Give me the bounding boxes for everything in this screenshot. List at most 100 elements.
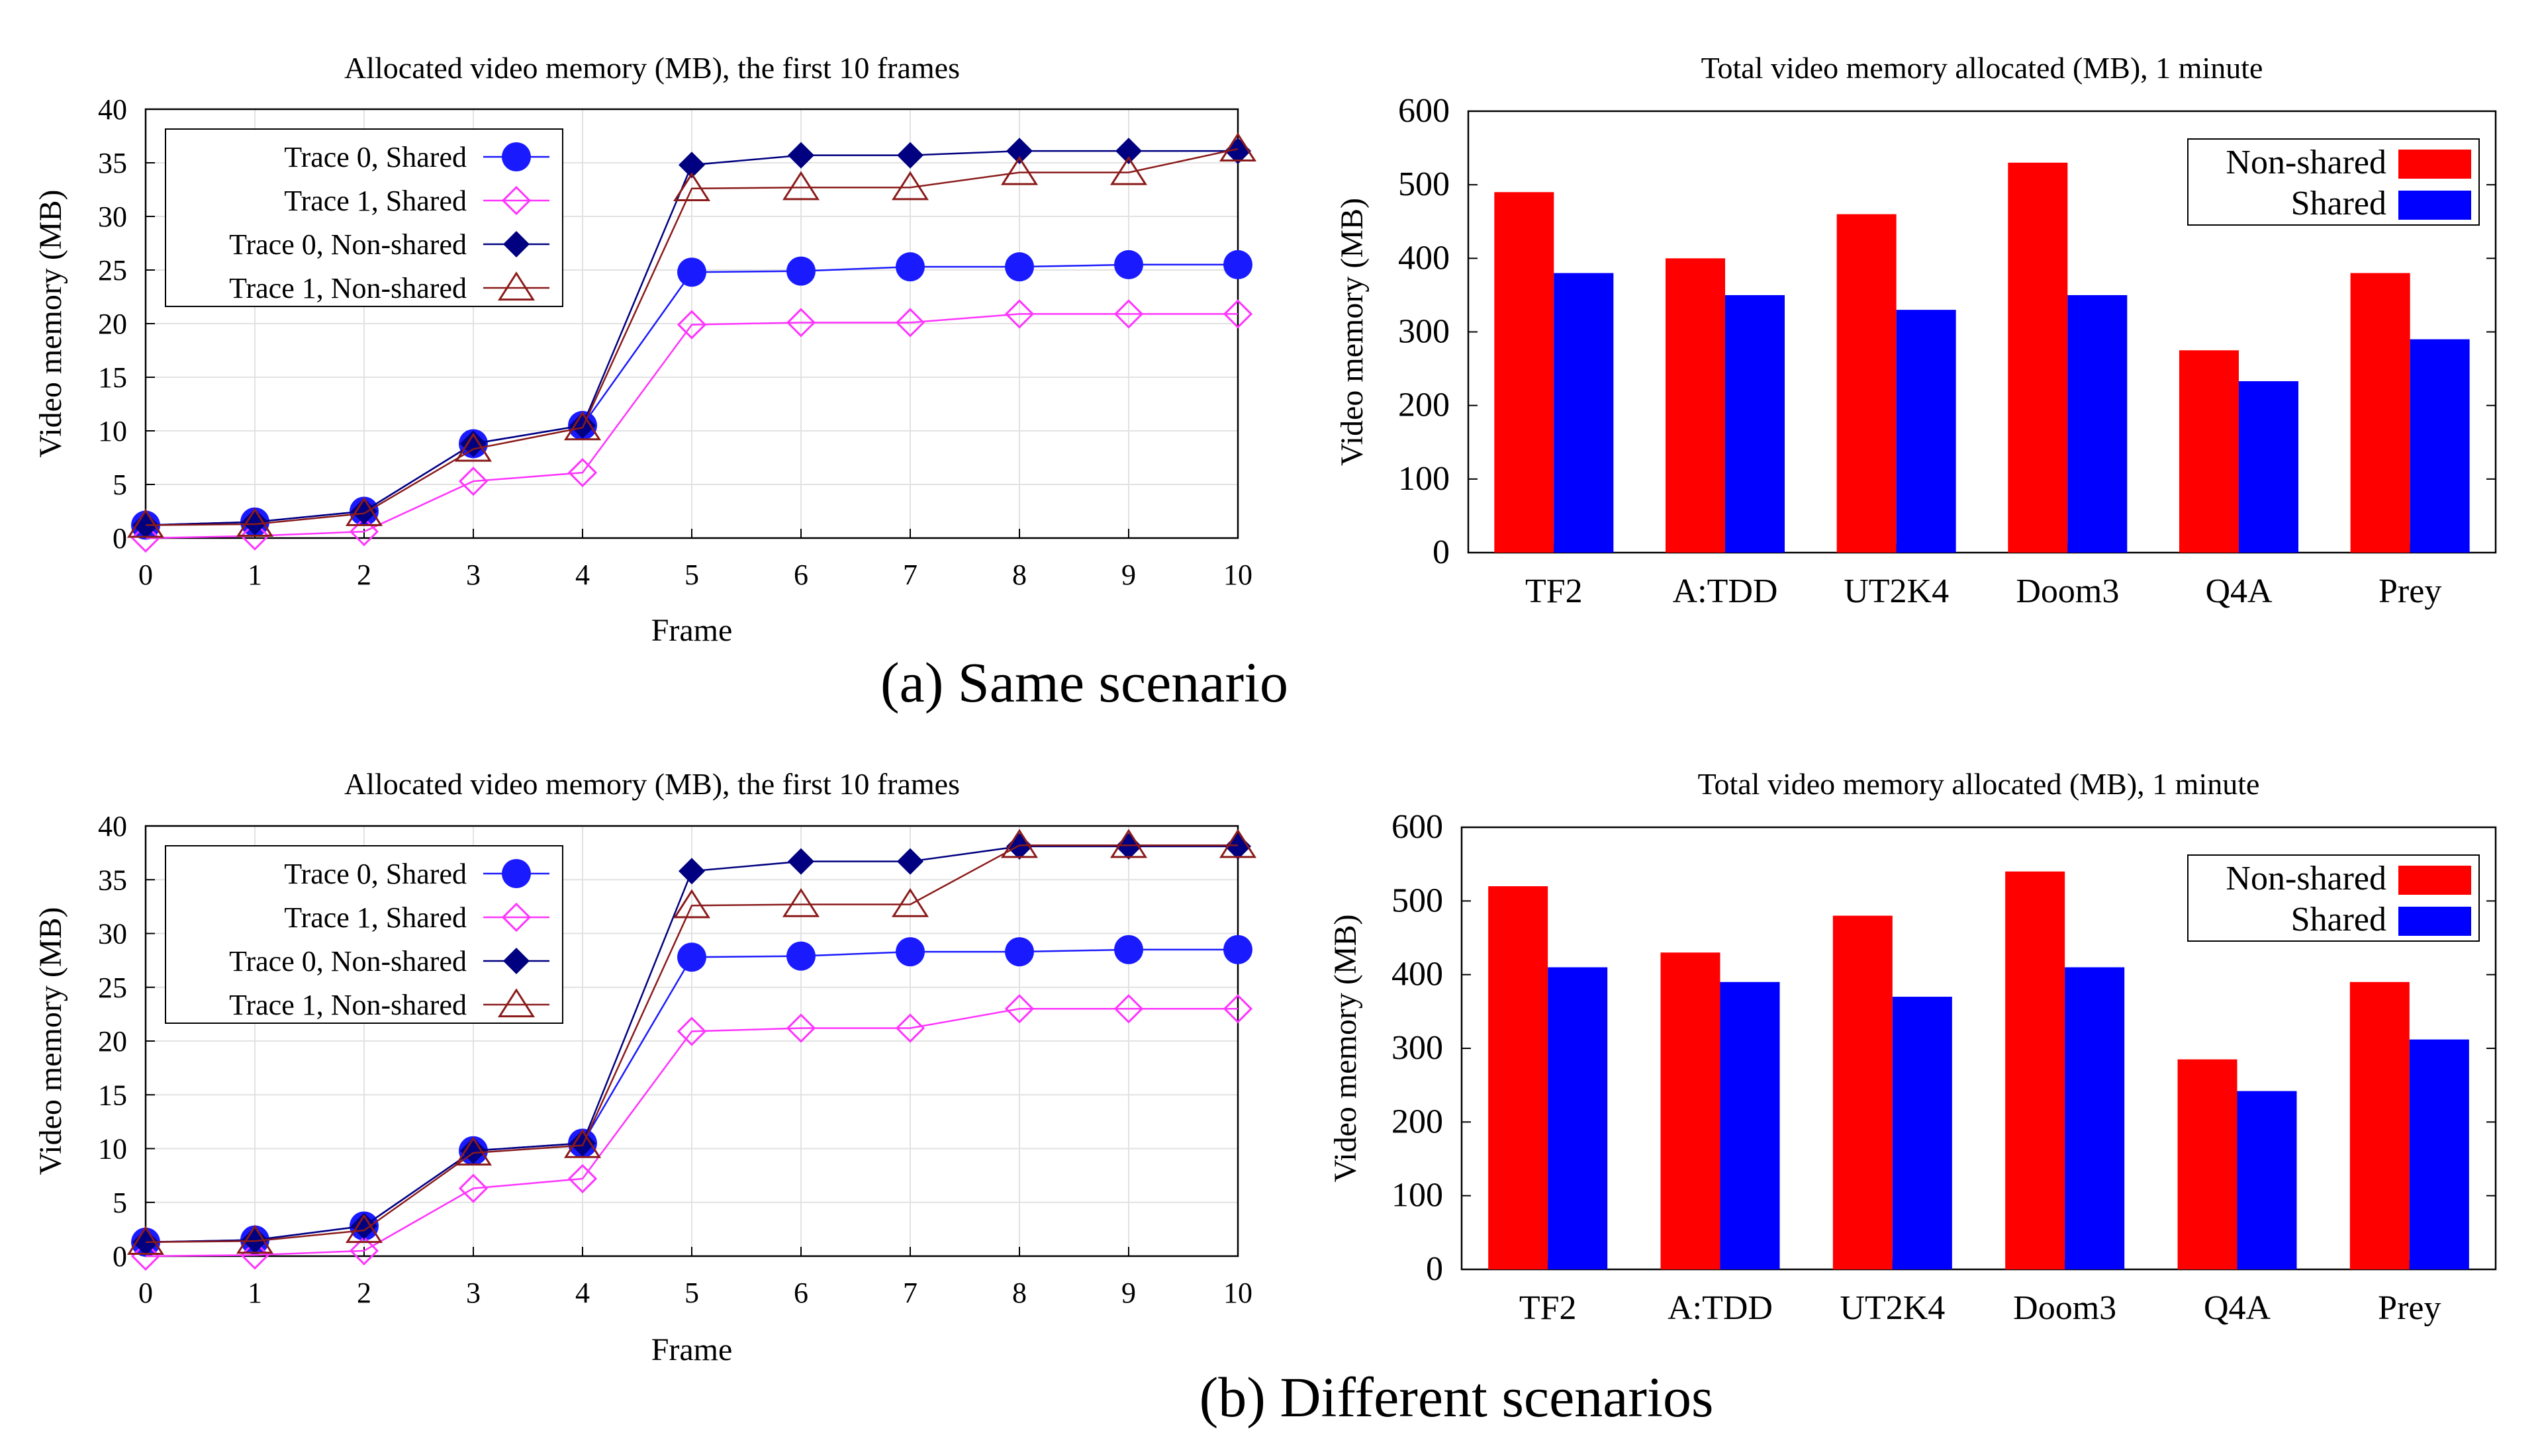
legend-label: Trace 1, Non-shared bbox=[229, 989, 467, 1021]
y-axis-label: Video memory (MB) bbox=[33, 189, 68, 457]
y-tick-label: 300 bbox=[1391, 1029, 1443, 1067]
y-axis-label: Video memory (MB) bbox=[1335, 198, 1370, 466]
legend-label: Shared bbox=[2291, 185, 2386, 222]
legend-swatch bbox=[2398, 866, 2471, 895]
data-point bbox=[782, 887, 820, 917]
data-point bbox=[673, 172, 711, 201]
data-point bbox=[673, 889, 711, 919]
data-point bbox=[786, 941, 816, 971]
data-point bbox=[345, 496, 383, 526]
x-tick-label: 6 bbox=[794, 559, 808, 591]
data-point bbox=[1114, 934, 1143, 964]
data-point bbox=[782, 171, 820, 201]
data-point bbox=[677, 310, 707, 340]
bar bbox=[2177, 1059, 2237, 1269]
bar bbox=[1720, 981, 1780, 1269]
data-point bbox=[897, 848, 923, 875]
legend-box bbox=[165, 128, 563, 307]
y-tick-label: 15 bbox=[98, 1079, 127, 1111]
data-point bbox=[786, 1013, 816, 1043]
panel-a-line-chart: 0 1 2 3 4 5 6 7 8 9 10 0 5 10 15 20 25 30 35 40 Allocated vi… bbox=[33, 51, 1257, 648]
legend-marker bbox=[503, 948, 530, 974]
data-point bbox=[677, 257, 706, 287]
data-point bbox=[1000, 829, 1039, 858]
y-tick-label: 10 bbox=[98, 1133, 127, 1165]
y-tick-label: 300 bbox=[1398, 313, 1450, 351]
category-label: A:TDD bbox=[1673, 572, 1778, 610]
data-point bbox=[569, 1130, 596, 1157]
x-tick-label: 7 bbox=[903, 559, 918, 591]
data-point bbox=[1223, 934, 1252, 964]
category-label: TF2 bbox=[1525, 572, 1583, 610]
bar bbox=[2005, 871, 2065, 1269]
data-point bbox=[126, 1226, 165, 1255]
y-tick-label: 100 bbox=[1391, 1177, 1443, 1214]
series-line bbox=[145, 844, 1238, 1244]
y-tick-label: 20 bbox=[98, 1025, 127, 1058]
legend-marker bbox=[501, 902, 532, 933]
panel-b-bar-chart: 0 100 200 300 400 500 600 TF2 A:TDD UT2K4 Doom3 Q4A… bbox=[1328, 767, 2497, 1327]
x-tick-label: 8 bbox=[1012, 559, 1027, 591]
y-tick-label: 0 bbox=[113, 522, 127, 555]
bar bbox=[1836, 214, 1897, 553]
y-tick-label: 35 bbox=[98, 147, 127, 179]
data-point bbox=[1000, 156, 1039, 185]
category-label: Doom3 bbox=[2013, 1289, 2116, 1327]
chart-title: Total video memory allocated (MB), 1 min… bbox=[1698, 767, 2260, 801]
data-point bbox=[1223, 250, 1252, 279]
bar bbox=[1666, 258, 1725, 553]
y-tick-label: 25 bbox=[98, 972, 127, 1004]
legend-label: Non-shared bbox=[2226, 144, 2386, 181]
category-label: TF2 bbox=[1519, 1289, 1577, 1327]
legend-swatch bbox=[2398, 150, 2471, 179]
legend-marker bbox=[503, 231, 530, 257]
data-point bbox=[1223, 994, 1253, 1024]
legend-swatch bbox=[2398, 907, 2471, 936]
y-tick-label: 40 bbox=[98, 810, 127, 842]
x-axis-label: Frame bbox=[651, 1332, 733, 1367]
legend-box bbox=[165, 845, 563, 1024]
y-tick-label: 600 bbox=[1391, 808, 1443, 846]
data-point bbox=[130, 1241, 161, 1271]
data-point bbox=[1004, 299, 1035, 329]
caption-b: (b) Different scenarios bbox=[1200, 1365, 1714, 1429]
caption-a: (a) Same scenario bbox=[880, 651, 1288, 714]
data-point bbox=[1109, 829, 1148, 858]
data-point bbox=[351, 1212, 377, 1240]
bar bbox=[2008, 162, 2068, 553]
bar bbox=[2409, 1039, 2469, 1269]
x-axis-label: Frame bbox=[651, 613, 733, 648]
panel-a-bar-chart: 0 100 200 300 400 500 600 TF2 A:TDD UT2K4 Doom3 Q4A… bbox=[1335, 51, 2497, 610]
data-point bbox=[569, 412, 596, 439]
data-point bbox=[1005, 252, 1034, 282]
data-point bbox=[677, 1017, 707, 1046]
chart-title: Allocated video memory (MB), the first 1… bbox=[344, 767, 960, 801]
category-label: Prey bbox=[2378, 572, 2441, 610]
legend-label: Trace 0, Shared bbox=[284, 141, 467, 173]
x-tick-label: 3 bbox=[466, 1277, 481, 1309]
y-tick-label: 40 bbox=[98, 93, 127, 126]
data-point bbox=[1219, 829, 1257, 858]
x-tick-label: 10 bbox=[1223, 1277, 1252, 1309]
data-point bbox=[891, 887, 929, 917]
data-point bbox=[677, 942, 706, 972]
data-point bbox=[896, 252, 925, 282]
legend-label: Non-shared bbox=[2226, 860, 2386, 897]
x-tick-label: 7 bbox=[903, 1277, 918, 1309]
data-point bbox=[236, 508, 274, 537]
x-tick-label: 2 bbox=[357, 1277, 371, 1309]
data-point bbox=[240, 1240, 270, 1270]
data-point bbox=[1219, 132, 1257, 162]
category-label: Prey bbox=[2378, 1289, 2441, 1327]
data-point bbox=[1114, 250, 1143, 279]
series-line bbox=[145, 313, 1238, 539]
legend-label: Trace 0, Non-shared bbox=[229, 945, 467, 978]
bar bbox=[1494, 192, 1554, 553]
data-point bbox=[1113, 299, 1144, 329]
x-tick-label: 8 bbox=[1012, 1277, 1027, 1309]
y-tick-label: 400 bbox=[1398, 239, 1450, 277]
chart-title: Total video memory allocated (MB), 1 min… bbox=[1701, 51, 2263, 85]
data-point bbox=[1113, 994, 1144, 1024]
x-tick-label: 5 bbox=[684, 559, 699, 591]
data-point bbox=[242, 508, 268, 535]
